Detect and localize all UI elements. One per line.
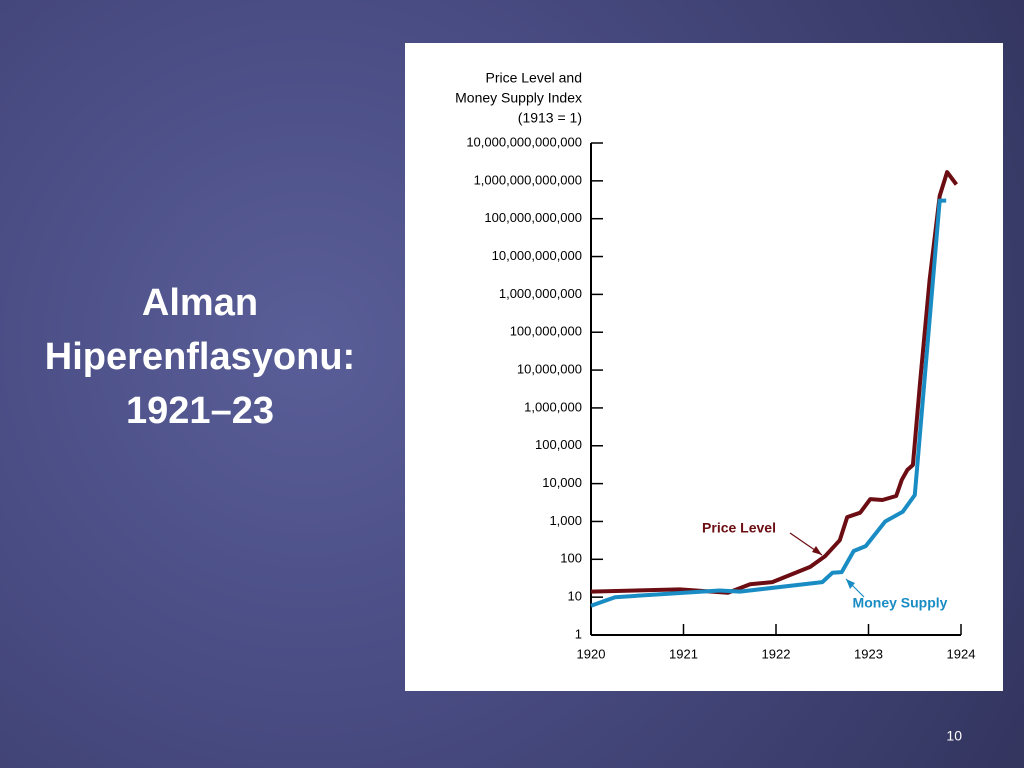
x-tick-label: 1924 [947, 646, 976, 661]
y-tick-label: 1,000,000 [524, 399, 582, 414]
series-line [590, 170, 958, 595]
x-tick-label: 1921 [669, 646, 698, 661]
series-label: Money Supply [853, 595, 948, 611]
y-tick-label: 100,000,000 [510, 324, 582, 339]
x-tick-label: 1920 [577, 646, 606, 661]
series-label: Price Level [702, 520, 776, 536]
series-line [590, 198, 947, 608]
page-number: 10 [946, 728, 962, 744]
y-axis-title: (1913 = 1) [518, 110, 582, 126]
y-tick-label: 10,000,000 [517, 362, 582, 377]
slide-title: Alman [142, 282, 258, 324]
y-tick-label: 1 [575, 626, 582, 641]
y-tick-label: 10,000,000,000,000 [466, 134, 582, 149]
y-tick-label: 100,000,000,000 [484, 210, 582, 225]
arrow-head [812, 546, 822, 555]
x-tick-label: 1923 [854, 646, 883, 661]
y-tick-label: 1,000,000,000 [499, 286, 582, 301]
y-tick-label: 100,000 [535, 437, 582, 452]
y-tick-label: 10,000 [542, 475, 582, 490]
y-tick-label: 1,000 [549, 513, 582, 528]
y-axis-title: Money Supply Index [455, 90, 582, 106]
slide-title: Hiperenflasyonu: [45, 336, 355, 378]
y-tick-label: 10 [568, 589, 582, 604]
chart-panel [405, 43, 1003, 691]
x-tick-label: 1922 [762, 646, 791, 661]
y-tick-label: 10,000,000,000 [492, 248, 582, 263]
y-tick-label: 100 [560, 551, 582, 566]
y-axis-title: Price Level and [485, 70, 582, 86]
y-tick-label: 1,000,000,000,000 [474, 172, 582, 187]
slide-title: 1921–23 [126, 390, 274, 432]
arrow-head [846, 579, 855, 589]
